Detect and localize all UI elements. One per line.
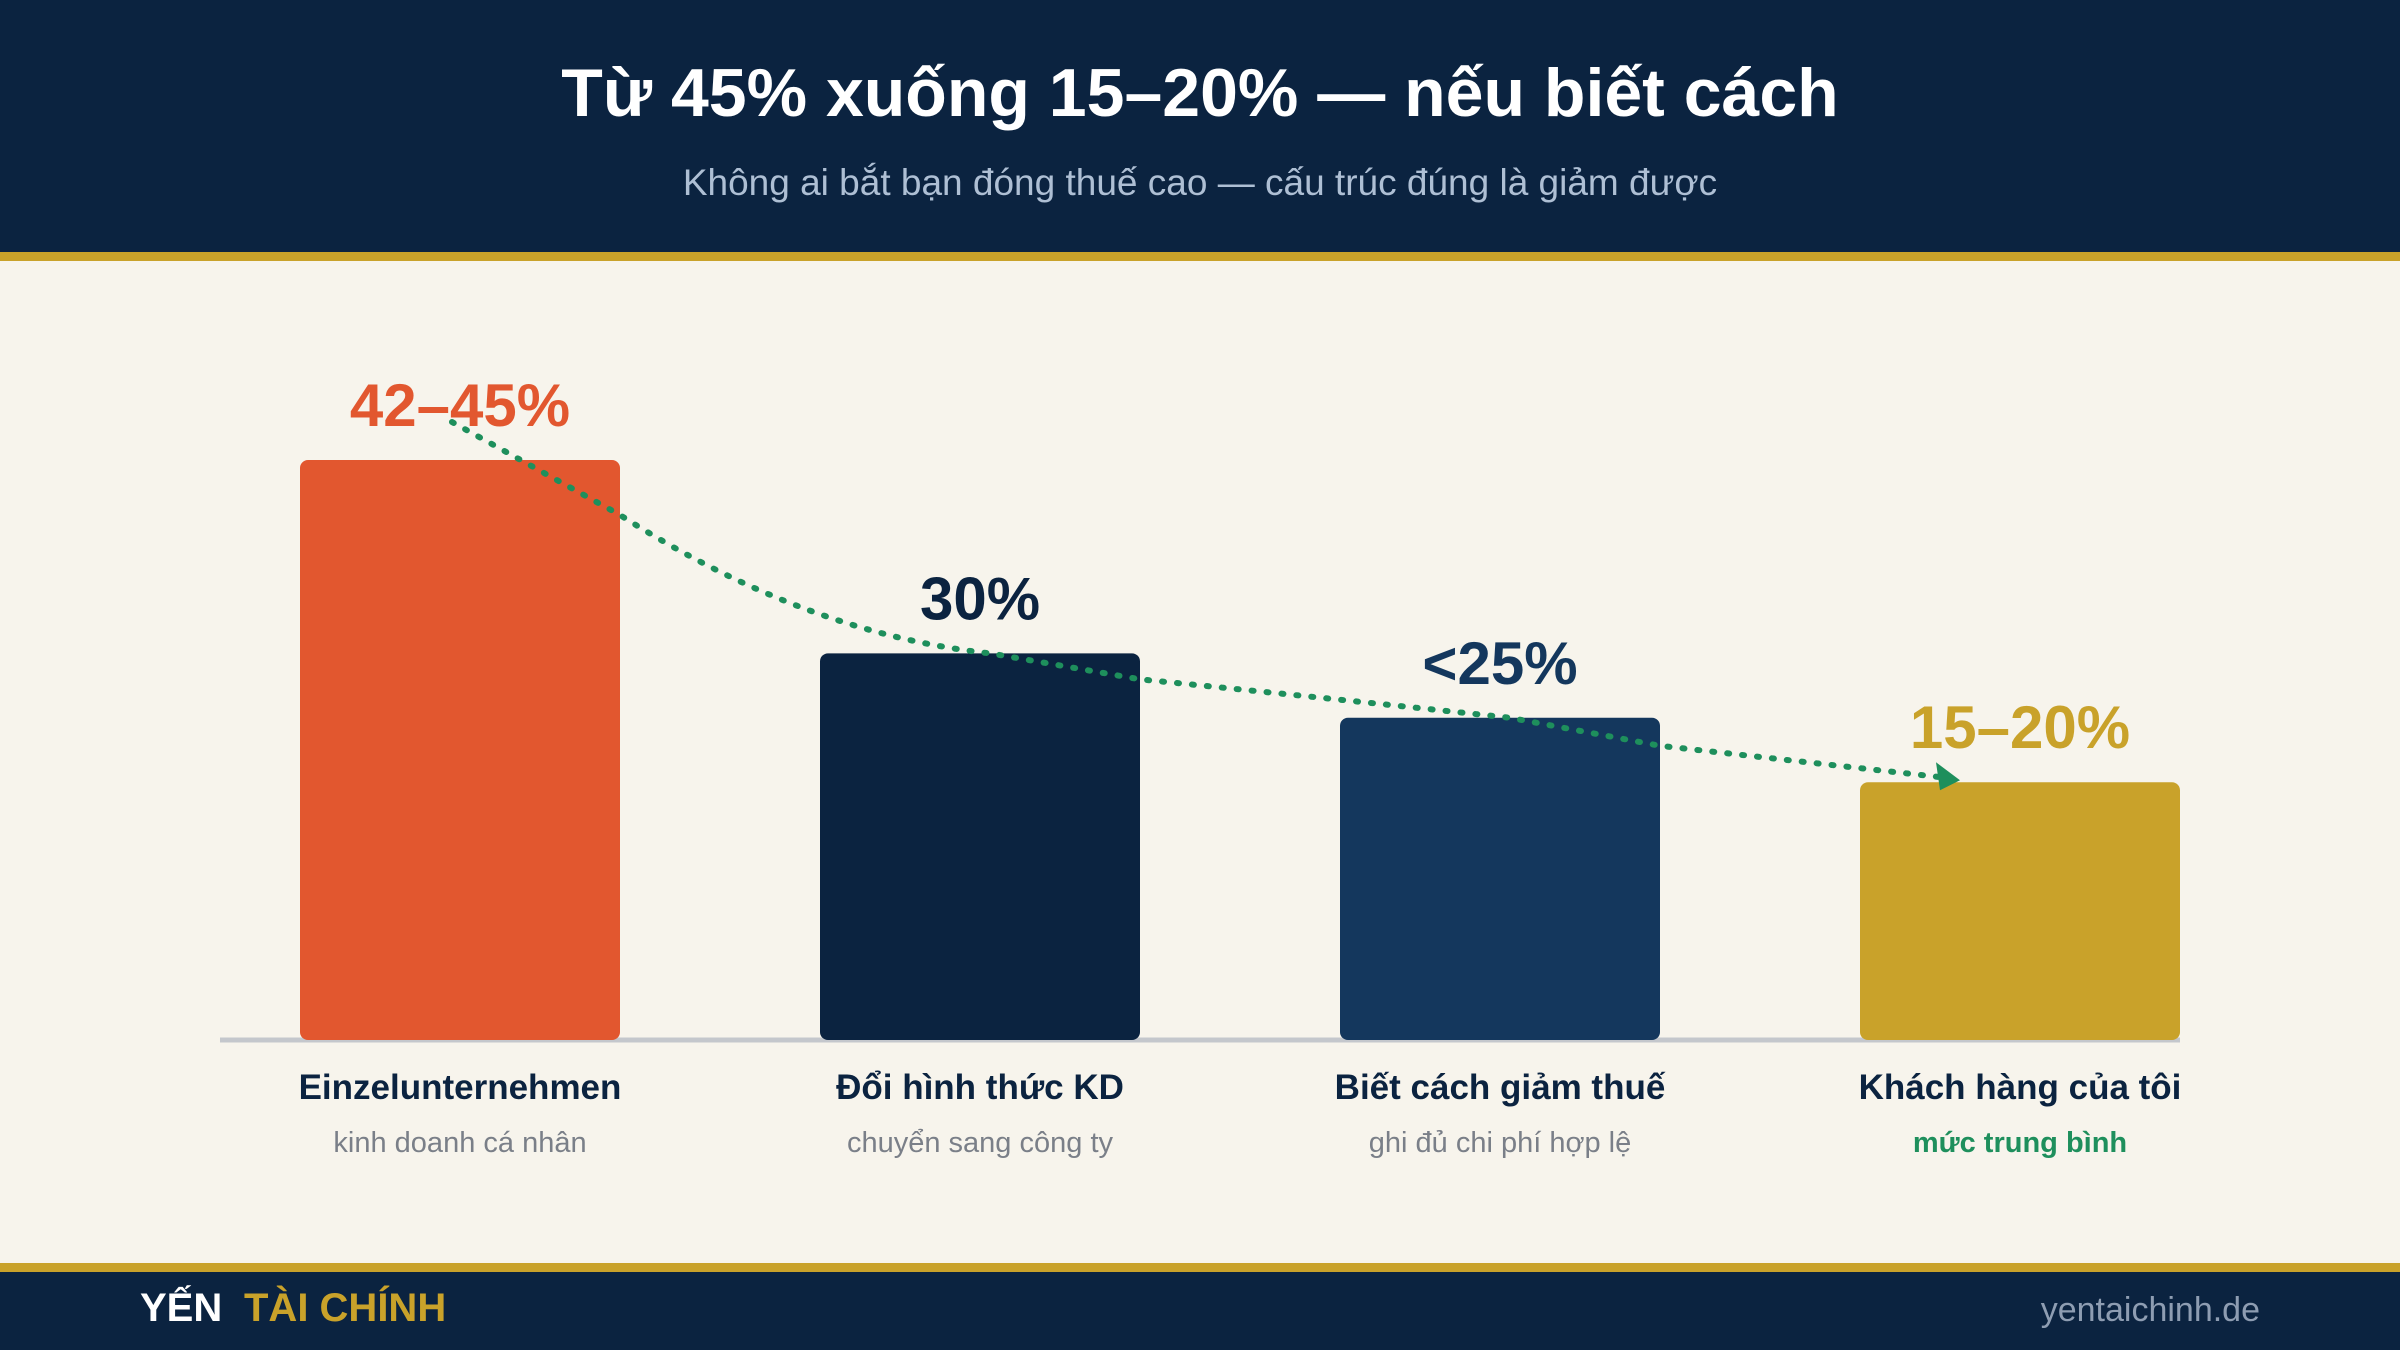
- bar-4: [1860, 782, 2180, 1040]
- category-label-3: Biết cách giảm thuế: [1335, 1068, 1666, 1107]
- value-label-1: 42–45%: [350, 372, 570, 439]
- category-sublabel-4: mức trung bình: [1913, 1127, 2127, 1159]
- category-sublabel-3: ghi đủ chi phí hợp lệ: [1369, 1127, 1631, 1159]
- category-label-2: Đổi hình thức KD: [836, 1068, 1124, 1107]
- bar-1: [300, 460, 620, 1040]
- value-label-2: 30%: [920, 565, 1040, 632]
- value-label-4: 15–20%: [1910, 694, 2130, 761]
- bar-2: [820, 653, 1140, 1040]
- footer-bar: [0, 1272, 2400, 1350]
- brand-name-second: TÀI CHÍNH: [244, 1286, 447, 1330]
- trend-line: [449, 419, 1953, 782]
- category-sublabel-2: chuyển sang công ty: [847, 1127, 1114, 1159]
- category-label-4: Khách hàng của tôi: [1859, 1068, 2182, 1107]
- brand-name-first: YẾN: [140, 1286, 223, 1330]
- page-subtitle: Không ai bắt bạn đóng thuế cao — cấu trú…: [682, 162, 1718, 203]
- header-banner: [0, 0, 2400, 252]
- value-label-3: <25%: [1422, 630, 1577, 697]
- bar-3: [1340, 717, 1660, 1040]
- website-link[interactable]: yentaichinh.de: [2040, 1291, 2260, 1329]
- trend-arrowhead: [1936, 762, 1960, 791]
- category-label-1: Einzelunternehmen: [299, 1068, 622, 1107]
- header-divider: [0, 252, 2400, 261]
- category-sublabel-1: kinh doanh cá nhân: [333, 1127, 586, 1159]
- page-title: Từ 45% xuống 15–20% — nếu biết cách: [561, 55, 1839, 131]
- footer-divider: [0, 1263, 2400, 1272]
